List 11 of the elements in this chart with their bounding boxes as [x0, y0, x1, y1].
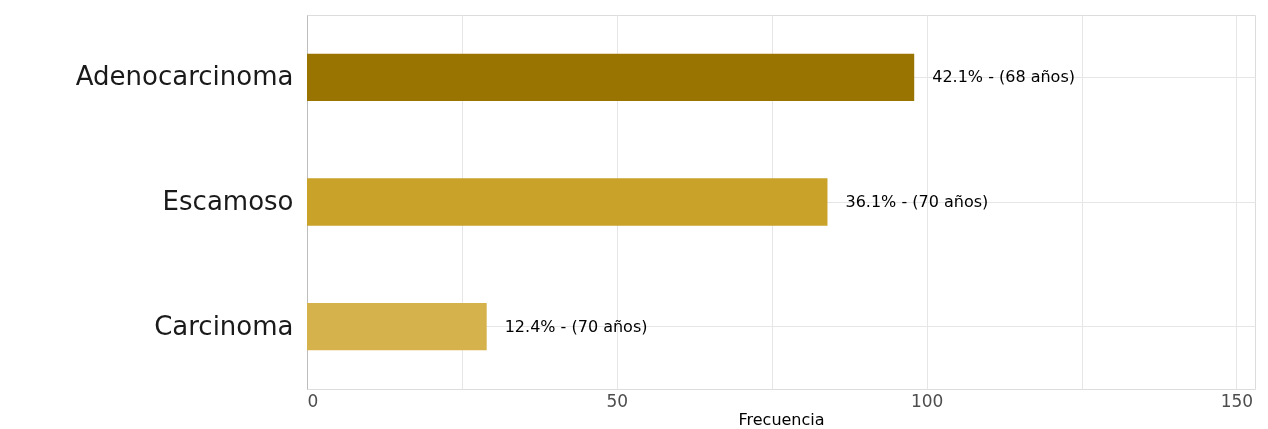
y-tick-label: Carcinoma	[154, 310, 294, 341]
annotation: 36.1% - (70 años)	[845, 192, 989, 211]
y-tick-label: Adenocarcinoma	[75, 61, 294, 92]
x-tick-label: 50	[606, 390, 629, 411]
x-tick-label: 0	[307, 390, 319, 411]
annotation: 42.1% - (68 años)	[932, 67, 1075, 87]
x-tick-label: 150	[1220, 390, 1254, 411]
x-tick-label: 100	[910, 390, 944, 411]
x-axis-title: Frecuencia	[738, 409, 825, 429]
annotation: 12.4% - (70 años)	[504, 316, 648, 336]
y-tick-label: Escamoso	[162, 186, 294, 216]
